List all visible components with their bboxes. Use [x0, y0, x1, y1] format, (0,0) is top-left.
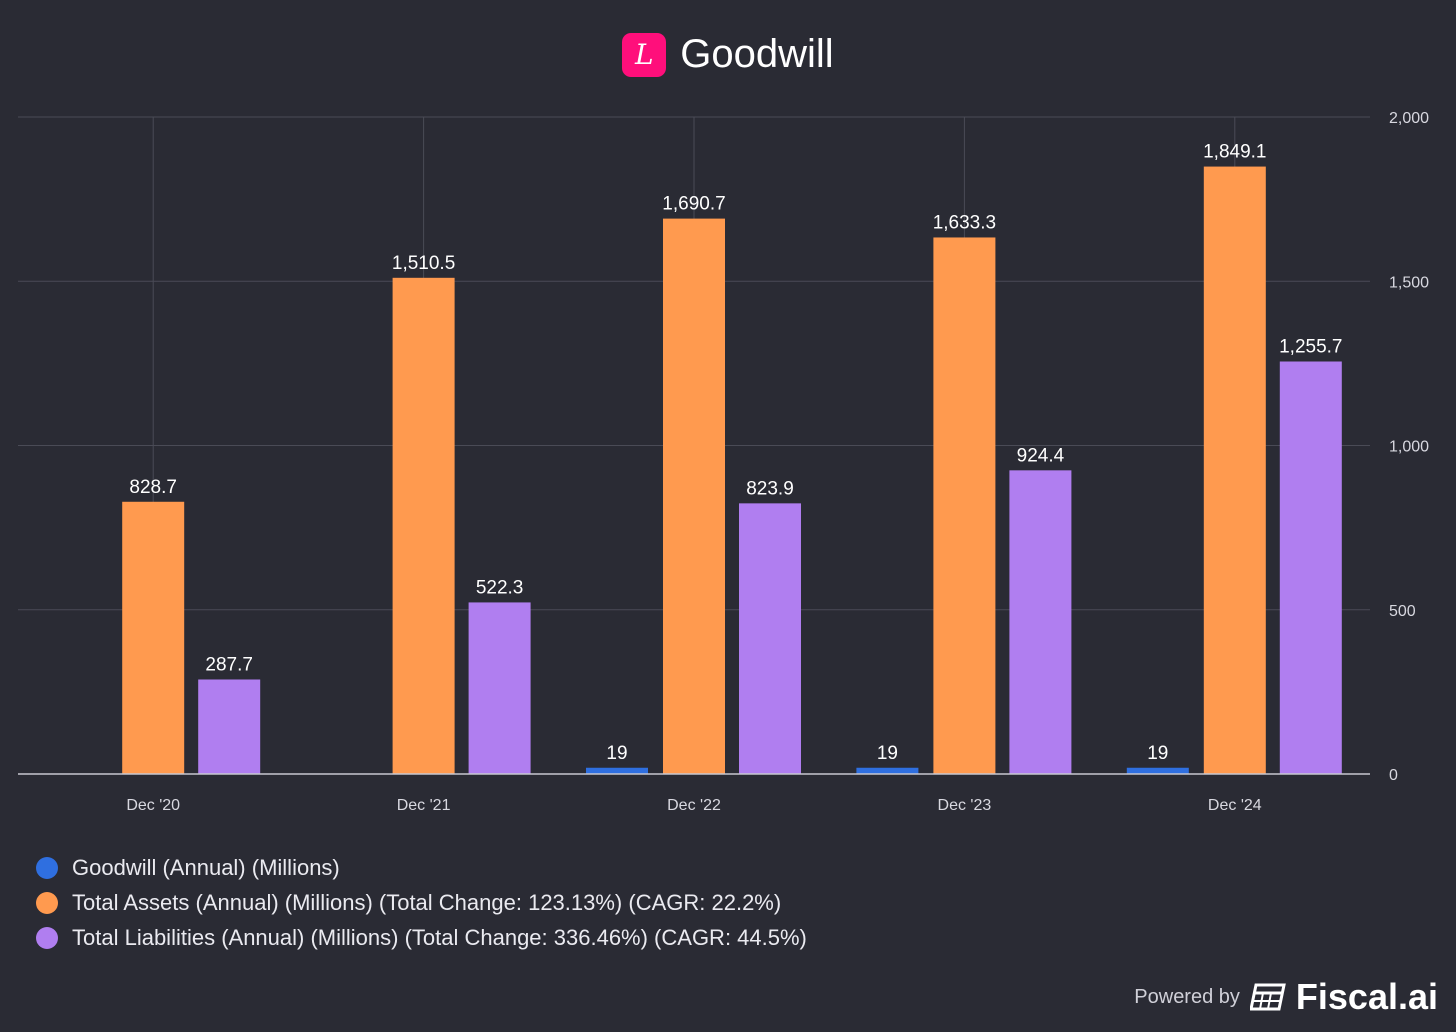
fiscal-brand: Fiscal.ai [1295, 976, 1438, 1017]
legend-item[interactable]: Total Liabilities (Annual) (Millions) (T… [36, 920, 807, 955]
bar-total-liabilities [468, 602, 531, 774]
bar-total-assets [663, 218, 725, 775]
legend-dot-icon [36, 856, 58, 879]
data-label: 522.3 [476, 577, 524, 598]
logo-letter: L [635, 38, 654, 71]
data-label: 1,633.3 [933, 212, 996, 233]
data-label: 19 [606, 743, 627, 764]
data-label: 828.7 [129, 477, 177, 498]
bar-total-liabilities [739, 503, 801, 774]
bar-total-liabilities [1009, 470, 1072, 774]
title-text: Goodwill [680, 32, 834, 76]
company-logo: L [622, 32, 667, 77]
data-label: 924.4 [1017, 445, 1065, 466]
bar-total-assets [392, 277, 455, 774]
data-label: 19 [877, 743, 898, 764]
legend-dot-icon [36, 926, 58, 949]
legend-label: Total Liabilities (Annual) (Millions) (T… [72, 924, 807, 950]
data-label: 19 [1147, 743, 1168, 764]
y-tick-label: 0 [1389, 767, 1398, 784]
data-label: 1,849.1 [1203, 142, 1266, 163]
y-tick-label: 1,500 [1389, 274, 1429, 291]
legend-label: Goodwill (Annual) (Millions) [72, 854, 340, 880]
x-tick-label: Dec '20 [126, 797, 180, 814]
bar-goodwill [586, 767, 648, 774]
data-label: 1,510.5 [392, 253, 455, 274]
legend-label: Total Assets (Annual) (Millions) (Total … [72, 889, 782, 915]
y-tick-label: 500 [1389, 603, 1416, 620]
bar-total-assets [1203, 166, 1266, 774]
bar-total-liabilities [1279, 361, 1342, 774]
data-label: 287.7 [205, 654, 253, 675]
x-tick-label: Dec '22 [667, 797, 721, 814]
chart-title: L Goodwill [0, 32, 1456, 77]
bar-total-assets [933, 237, 996, 775]
x-tick-label: Dec '21 [397, 797, 451, 814]
data-label: 1,255.7 [1279, 337, 1342, 358]
legend-item[interactable]: Goodwill (Annual) (Millions) [36, 850, 807, 885]
fiscal-logo-icon [1249, 983, 1286, 1011]
bar-total-assets [122, 501, 185, 774]
bar-total-liabilities [198, 679, 261, 774]
bar-chart: 0 500 1,000 1,500 2,000 Dec '20 Dec '21 Dec '22… [18, 110, 1429, 814]
bar-goodwill [1126, 767, 1189, 774]
bar-goodwill [856, 767, 919, 774]
legend-item[interactable]: Total Assets (Annual) (Millions) (Total … [36, 885, 807, 920]
legend-dot-icon [36, 891, 58, 914]
data-label: 823.9 [746, 478, 794, 499]
legend: Goodwill (Annual) (Millions) Total Assets… [36, 850, 807, 955]
x-tick-label: Dec '24 [1208, 797, 1262, 814]
y-tick-label: 1,000 [1389, 439, 1429, 456]
y-tick-label: 2,000 [1389, 110, 1429, 127]
powered-by-text: Powered by [1134, 985, 1240, 1008]
footer: Powered by Fiscal.ai [1134, 976, 1438, 1018]
data-label: 1,690.7 [662, 194, 725, 215]
x-tick-label: Dec '23 [938, 797, 992, 814]
